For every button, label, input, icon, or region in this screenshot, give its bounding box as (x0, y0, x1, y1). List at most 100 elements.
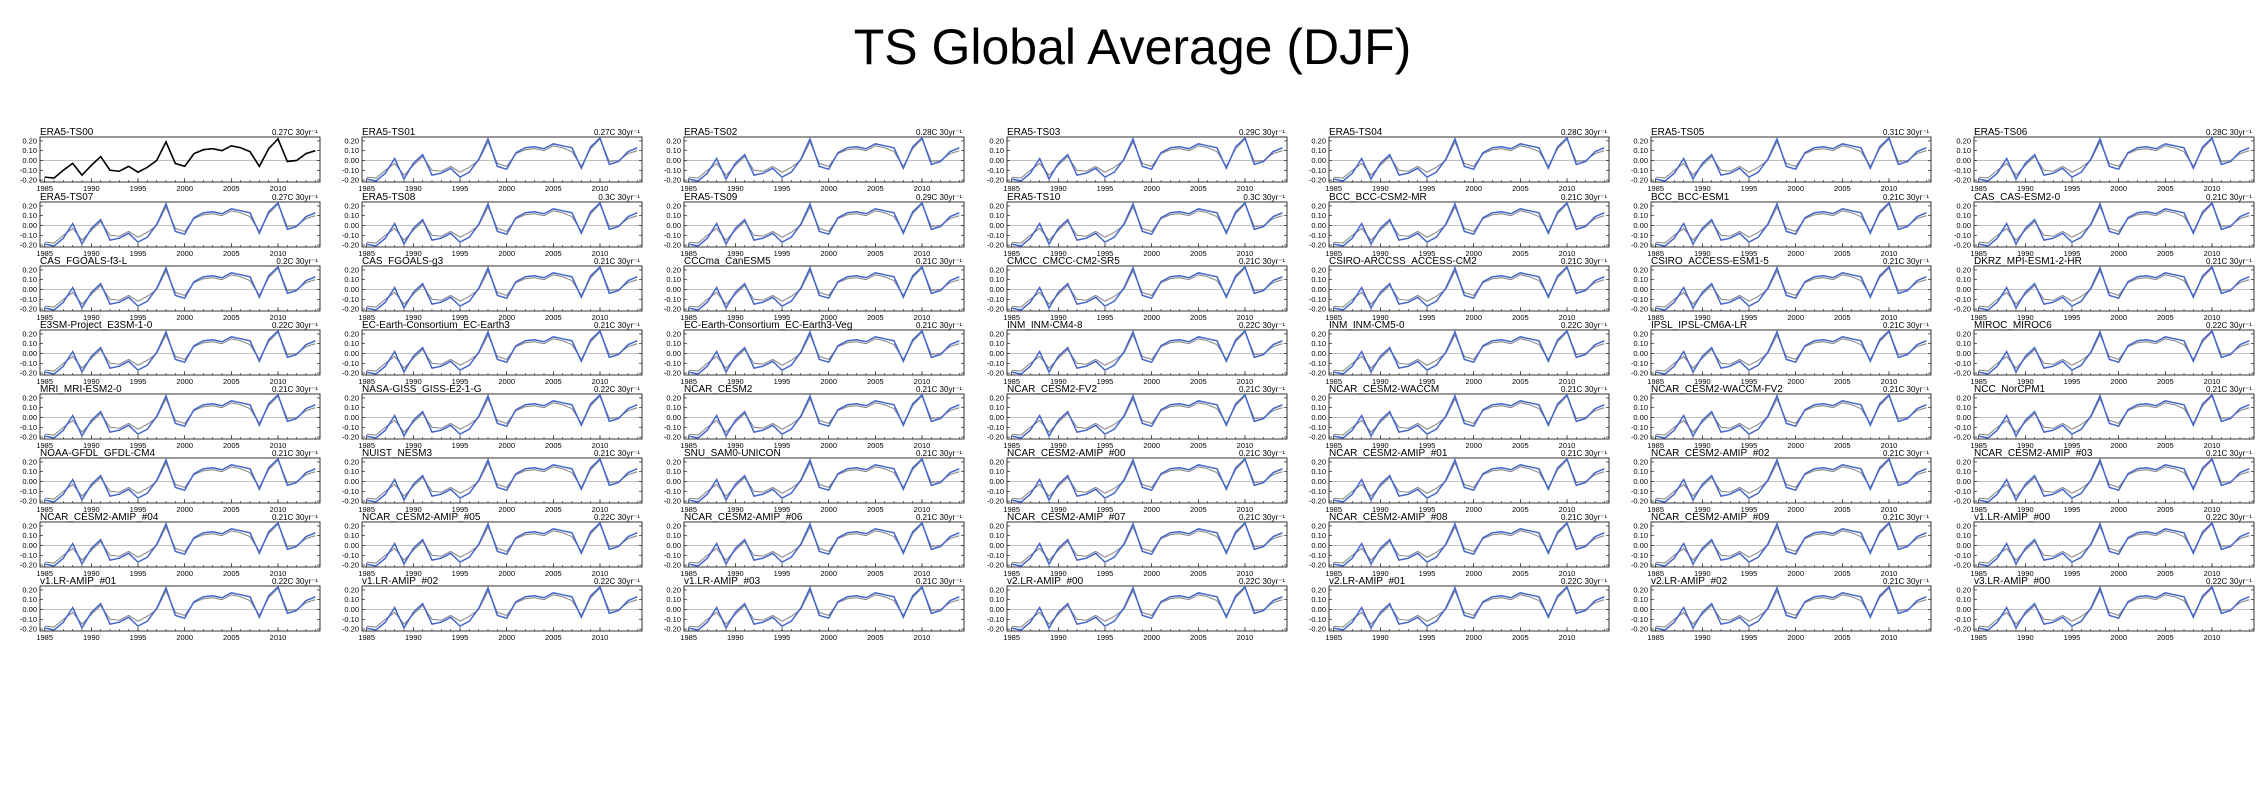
y-tick-label: 0.10 (666, 146, 681, 155)
y-tick-label: 0.20 (1633, 201, 1648, 210)
x-tick-label: 2005 (867, 569, 884, 578)
panel-svg: CAS_FGOALS-g3 0.21C 30yr⁻¹-0.20-0.100.000… (342, 256, 643, 322)
trend-label: 0.21C 30yr⁻¹ (916, 257, 962, 266)
y-tick-label: 0.00 (22, 605, 37, 614)
x-tick-label: 1990 (405, 441, 422, 450)
plot-frame (1006, 393, 1288, 440)
y-tick-label: 0.00 (1956, 285, 1971, 294)
plot-frame (1650, 585, 1932, 632)
y-tick-label: -0.10 (1309, 487, 1326, 496)
model-series-line (366, 521, 638, 567)
x-tick-label: 2000 (1143, 184, 1160, 193)
model-series-line (366, 329, 638, 375)
y-tick-label: 0.10 (666, 211, 681, 220)
model-series-line (1333, 585, 1605, 631)
x-tick-label: 1990 (1694, 441, 1711, 450)
x-tick-label: 2010 (1559, 633, 1576, 642)
model-series-line (1011, 393, 1283, 439)
panel-title: NCAR_CESM2-WACCM (1329, 384, 1439, 395)
x-tick-label: 2000 (2110, 249, 2127, 258)
y-tick-label: 0.10 (1956, 146, 1971, 155)
y-tick-label: -0.10 (987, 231, 1004, 240)
panel-title: ERA5-TS02 (684, 127, 738, 138)
panel-svg: NCAR_CESM2-FV2 0.21C 30yr⁻¹ -0.20-0.100.00… (987, 384, 1288, 450)
panel-svg: NCAR_CESM2-WACCM-FV2 0.21C 30yr⁻¹ -0.20-0.… (1631, 384, 1932, 450)
x-tick-label: 1985 (1970, 441, 1987, 450)
y-tick-label: -0.20 (342, 305, 359, 314)
y-tick-label: -0.10 (342, 295, 359, 304)
x-tick-label: 2010 (270, 377, 287, 386)
y-tick-label: -0.20 (342, 561, 359, 570)
x-tick-label: 1985 (680, 313, 697, 322)
y-tick-label: 0.20 (666, 265, 681, 274)
y-tick-label: 0.10 (22, 211, 37, 220)
x-tick-label: 1985 (36, 633, 53, 642)
y-tick-label: 0.20 (1311, 585, 1326, 594)
x-tick-label: 1985 (358, 184, 375, 193)
model-series-line (1011, 136, 1283, 182)
y-tick-label: 0.00 (22, 221, 37, 230)
trend-label: 0.29C 30yr⁻¹ (916, 193, 962, 202)
x-tick-label: 2000 (498, 249, 515, 258)
x-tick-label: 1985 (358, 249, 375, 258)
plot-frame (1006, 136, 1288, 183)
model-series-line (688, 393, 960, 439)
y-tick-label: 0.00 (22, 156, 37, 165)
chart-panel: v2.LR-AMIP_#01 0.22C 30yr⁻¹ -0.20 -0.10 0.00… (1309, 576, 1649, 642)
x-tick-label: 2010 (1237, 313, 1254, 322)
x-tick-label: 1995 (774, 377, 791, 386)
y-tick-label: 0.10 (1956, 467, 1971, 476)
panel-title: NCAR_CESM2-AMIP_#04 (40, 512, 159, 523)
y-tick-label: 0.20 (1633, 585, 1648, 594)
y-tick-label: -0.10 (987, 295, 1004, 304)
y-tick-label: 0.10 (666, 595, 681, 604)
y-tick-label: 0.20 (1956, 136, 1971, 145)
y-tick-label: 0.00 (344, 156, 359, 165)
y-tick-label: 0.00 (1633, 221, 1648, 230)
trend-label: 0.31C 30yr⁻¹ (1883, 128, 1929, 137)
plot-frame (1328, 201, 1610, 248)
x-tick-label: 1990 (1372, 313, 1389, 322)
x-tick-label: 2000 (498, 633, 515, 642)
y-tick-label: 0.00 (1633, 477, 1648, 486)
x-tick-label: 2005 (867, 377, 884, 386)
x-tick-label: 1985 (358, 569, 375, 578)
plot-frame (1006, 265, 1288, 312)
y-tick-label: 0.10 (1311, 211, 1326, 220)
y-tick-label: -0.10 (664, 231, 681, 240)
y-tick-label: 0.20 (1956, 265, 1971, 274)
panel-svg: EC-Earth-Consortium_EC-Earth3 0.21C 30yr⁻… (342, 320, 643, 386)
y-tick-label: -0.20 (1954, 305, 1971, 314)
y-tick-label: -0.20 (1631, 369, 1648, 378)
x-tick-label: 1990 (2017, 184, 2034, 193)
y-tick-label: 0.00 (344, 477, 359, 486)
panel-svg: BCC_BCC-CSM2-MR 0.21C 30yr⁻¹ -0.20-0.100.0… (1309, 192, 1610, 258)
trend-label: 0.21C 30yr⁻¹ (272, 513, 318, 522)
y-tick-label: 0.20 (989, 521, 1004, 530)
y-tick-label: 0.20 (1633, 393, 1648, 402)
y-tick-label: 0.20 (344, 585, 359, 594)
panel-title: ERA5-TS00 (40, 127, 94, 138)
y-tick-label: -0.20 (1309, 369, 1326, 378)
x-tick-label: 1995 (130, 377, 147, 386)
x-tick-label: 2010 (914, 377, 931, 386)
panel-title: NCAR_CESM2-AMIP_#00 (1007, 448, 1126, 459)
x-tick-label: 1985 (680, 184, 697, 193)
y-tick-label: 0.20 (989, 585, 1004, 594)
y-tick-label: 0.10 (989, 595, 1004, 604)
trend-label: 0.21C 30yr⁻¹ (1239, 513, 1285, 522)
x-tick-label: 1990 (1372, 633, 1389, 642)
x-tick-label: 1990 (1694, 569, 1711, 578)
chart-panel: ERA5-TS09 0.29C 30yr⁻¹ -0.20 -0.10 0.00 0.10 0… (664, 192, 1004, 258)
y-tick-label: -0.10 (1631, 423, 1648, 432)
x-tick-label: 2005 (1512, 505, 1529, 514)
x-tick-label: 2000 (1787, 569, 1804, 578)
x-tick-label: 1990 (1050, 249, 1067, 258)
y-tick-label: -0.20 (1309, 241, 1326, 250)
chart-panel: NCAR_CESM2-AMIP_#04 0.21C 30yr⁻¹ -0.20 -0.1… (20, 512, 360, 578)
y-tick-label: -0.20 (1309, 625, 1326, 634)
x-tick-label: 1990 (2017, 313, 2034, 322)
y-tick-label: 0.10 (1956, 211, 1971, 220)
x-tick-label: 2000 (820, 569, 837, 578)
x-tick-label: 2005 (545, 184, 562, 193)
